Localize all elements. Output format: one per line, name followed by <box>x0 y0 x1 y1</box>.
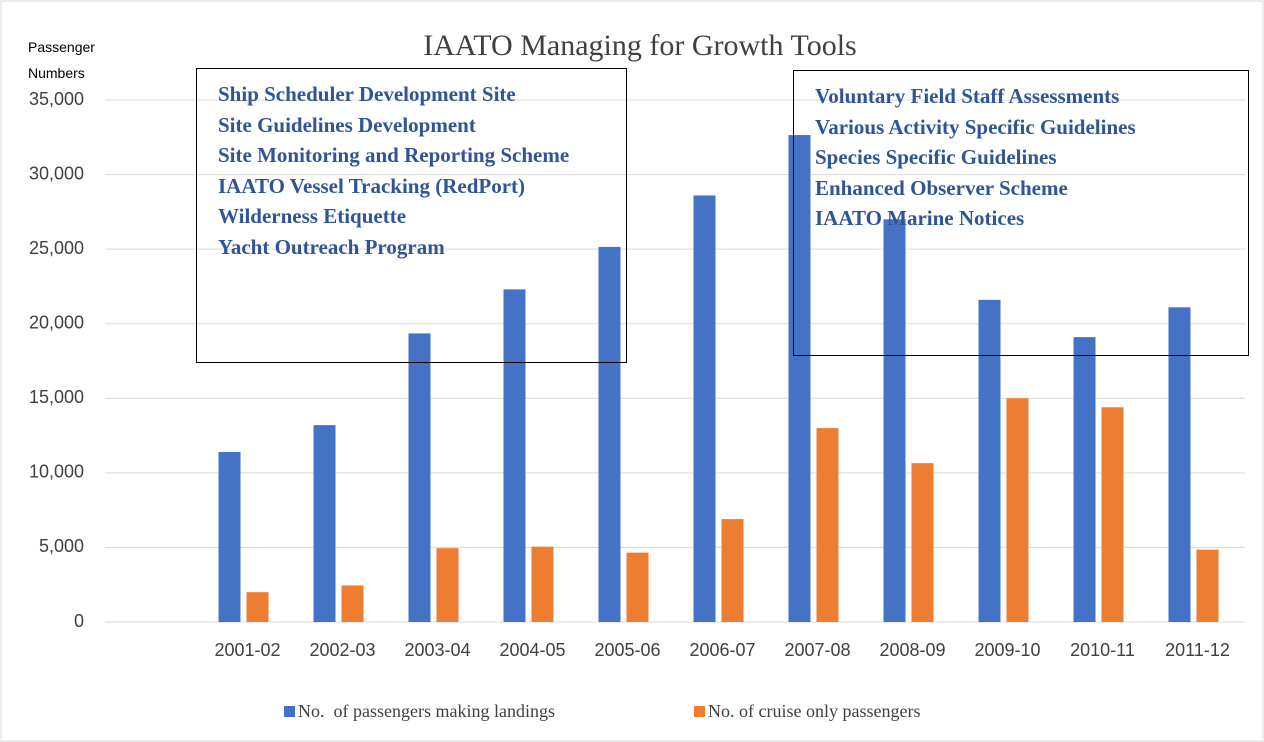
bar <box>693 195 716 623</box>
bar <box>1168 307 1191 622</box>
bar <box>531 546 554 622</box>
bar <box>626 552 649 622</box>
x-tick-label: 2002-03 <box>309 640 375 660</box>
annotation-item: Wilderness Etiquette <box>218 204 407 228</box>
annotation-item: Enhanced Observer Scheme <box>815 175 1068 200</box>
annotation-item: Voluntary Field Staff Assessments <box>815 84 1120 108</box>
annotation-item: IAATO Vessel Tracking (RedPort) <box>218 173 526 198</box>
x-tick-label: 2007-08 <box>784 640 850 660</box>
legend-swatch <box>284 706 295 717</box>
legend-label: No. of cruise only passengers <box>708 701 920 721</box>
bar <box>1073 337 1096 622</box>
bar <box>816 428 839 622</box>
legend-label: No. of passengers making landings <box>298 701 555 721</box>
bar <box>408 333 431 622</box>
bar <box>1196 549 1219 622</box>
annotation-box: Ship Scheduler Development Site Site Guid… <box>196 68 627 363</box>
annotation-item: Ship Scheduler Development Site <box>218 82 516 106</box>
bar <box>436 548 459 622</box>
chart-title: IAATO Managing for Growth Tools <box>423 29 856 62</box>
x-tick-label: 2009-10 <box>974 640 1040 660</box>
annotation-item: Various Activity Specific Guidelines <box>815 114 1136 139</box>
bar <box>503 289 526 622</box>
bar <box>341 585 364 622</box>
y-tick-label: 10,000 <box>29 462 84 482</box>
annotation-item: IAATO Marine Notices <box>815 206 1025 230</box>
x-tick-label: 2005-06 <box>594 640 660 660</box>
legend-swatch <box>694 706 705 717</box>
bar <box>1006 398 1029 622</box>
y-tick-label: 35,000 <box>29 89 84 109</box>
y-tick-label: 20,000 <box>29 312 84 332</box>
annotation-item: Yacht Outreach Program <box>218 234 445 259</box>
x-tick-label: 2008-09 <box>879 640 945 660</box>
y-tick-label: 5,000 <box>39 536 84 556</box>
x-tick-label: 2010-11 <box>1070 640 1135 660</box>
bar <box>721 519 744 622</box>
bar <box>911 463 934 622</box>
bar <box>978 299 1001 622</box>
bar <box>788 135 811 622</box>
x-tick-label: 2006-07 <box>689 640 755 660</box>
annotation-item: Species Specific Guidelines <box>815 145 1057 169</box>
bar <box>218 451 241 622</box>
bar <box>246 592 269 622</box>
y-tick-label: 15,000 <box>29 387 84 407</box>
bar <box>883 219 906 623</box>
x-tick-label: 2011-12 <box>1165 640 1230 660</box>
annotation-item: Site Guidelines Development <box>218 112 476 137</box>
y-tick-label: 25,000 <box>29 238 84 258</box>
y-tick-label: 0 <box>74 611 84 631</box>
x-tick-label: 2003-04 <box>404 640 470 660</box>
bar <box>598 246 621 623</box>
x-tick-label: 2004-05 <box>499 640 565 660</box>
annotation-box: Voluntary Field Staff Assessments Various… <box>793 70 1249 356</box>
y-tick-label: 30,000 <box>29 163 84 183</box>
annotation-item: Site Monitoring and Reporting Scheme <box>218 143 570 167</box>
x-tick-label: 2001-02 <box>214 640 280 660</box>
bar <box>313 425 336 622</box>
y-axis-label: Passenger Numbers <box>28 39 95 81</box>
bar <box>1101 407 1124 622</box>
